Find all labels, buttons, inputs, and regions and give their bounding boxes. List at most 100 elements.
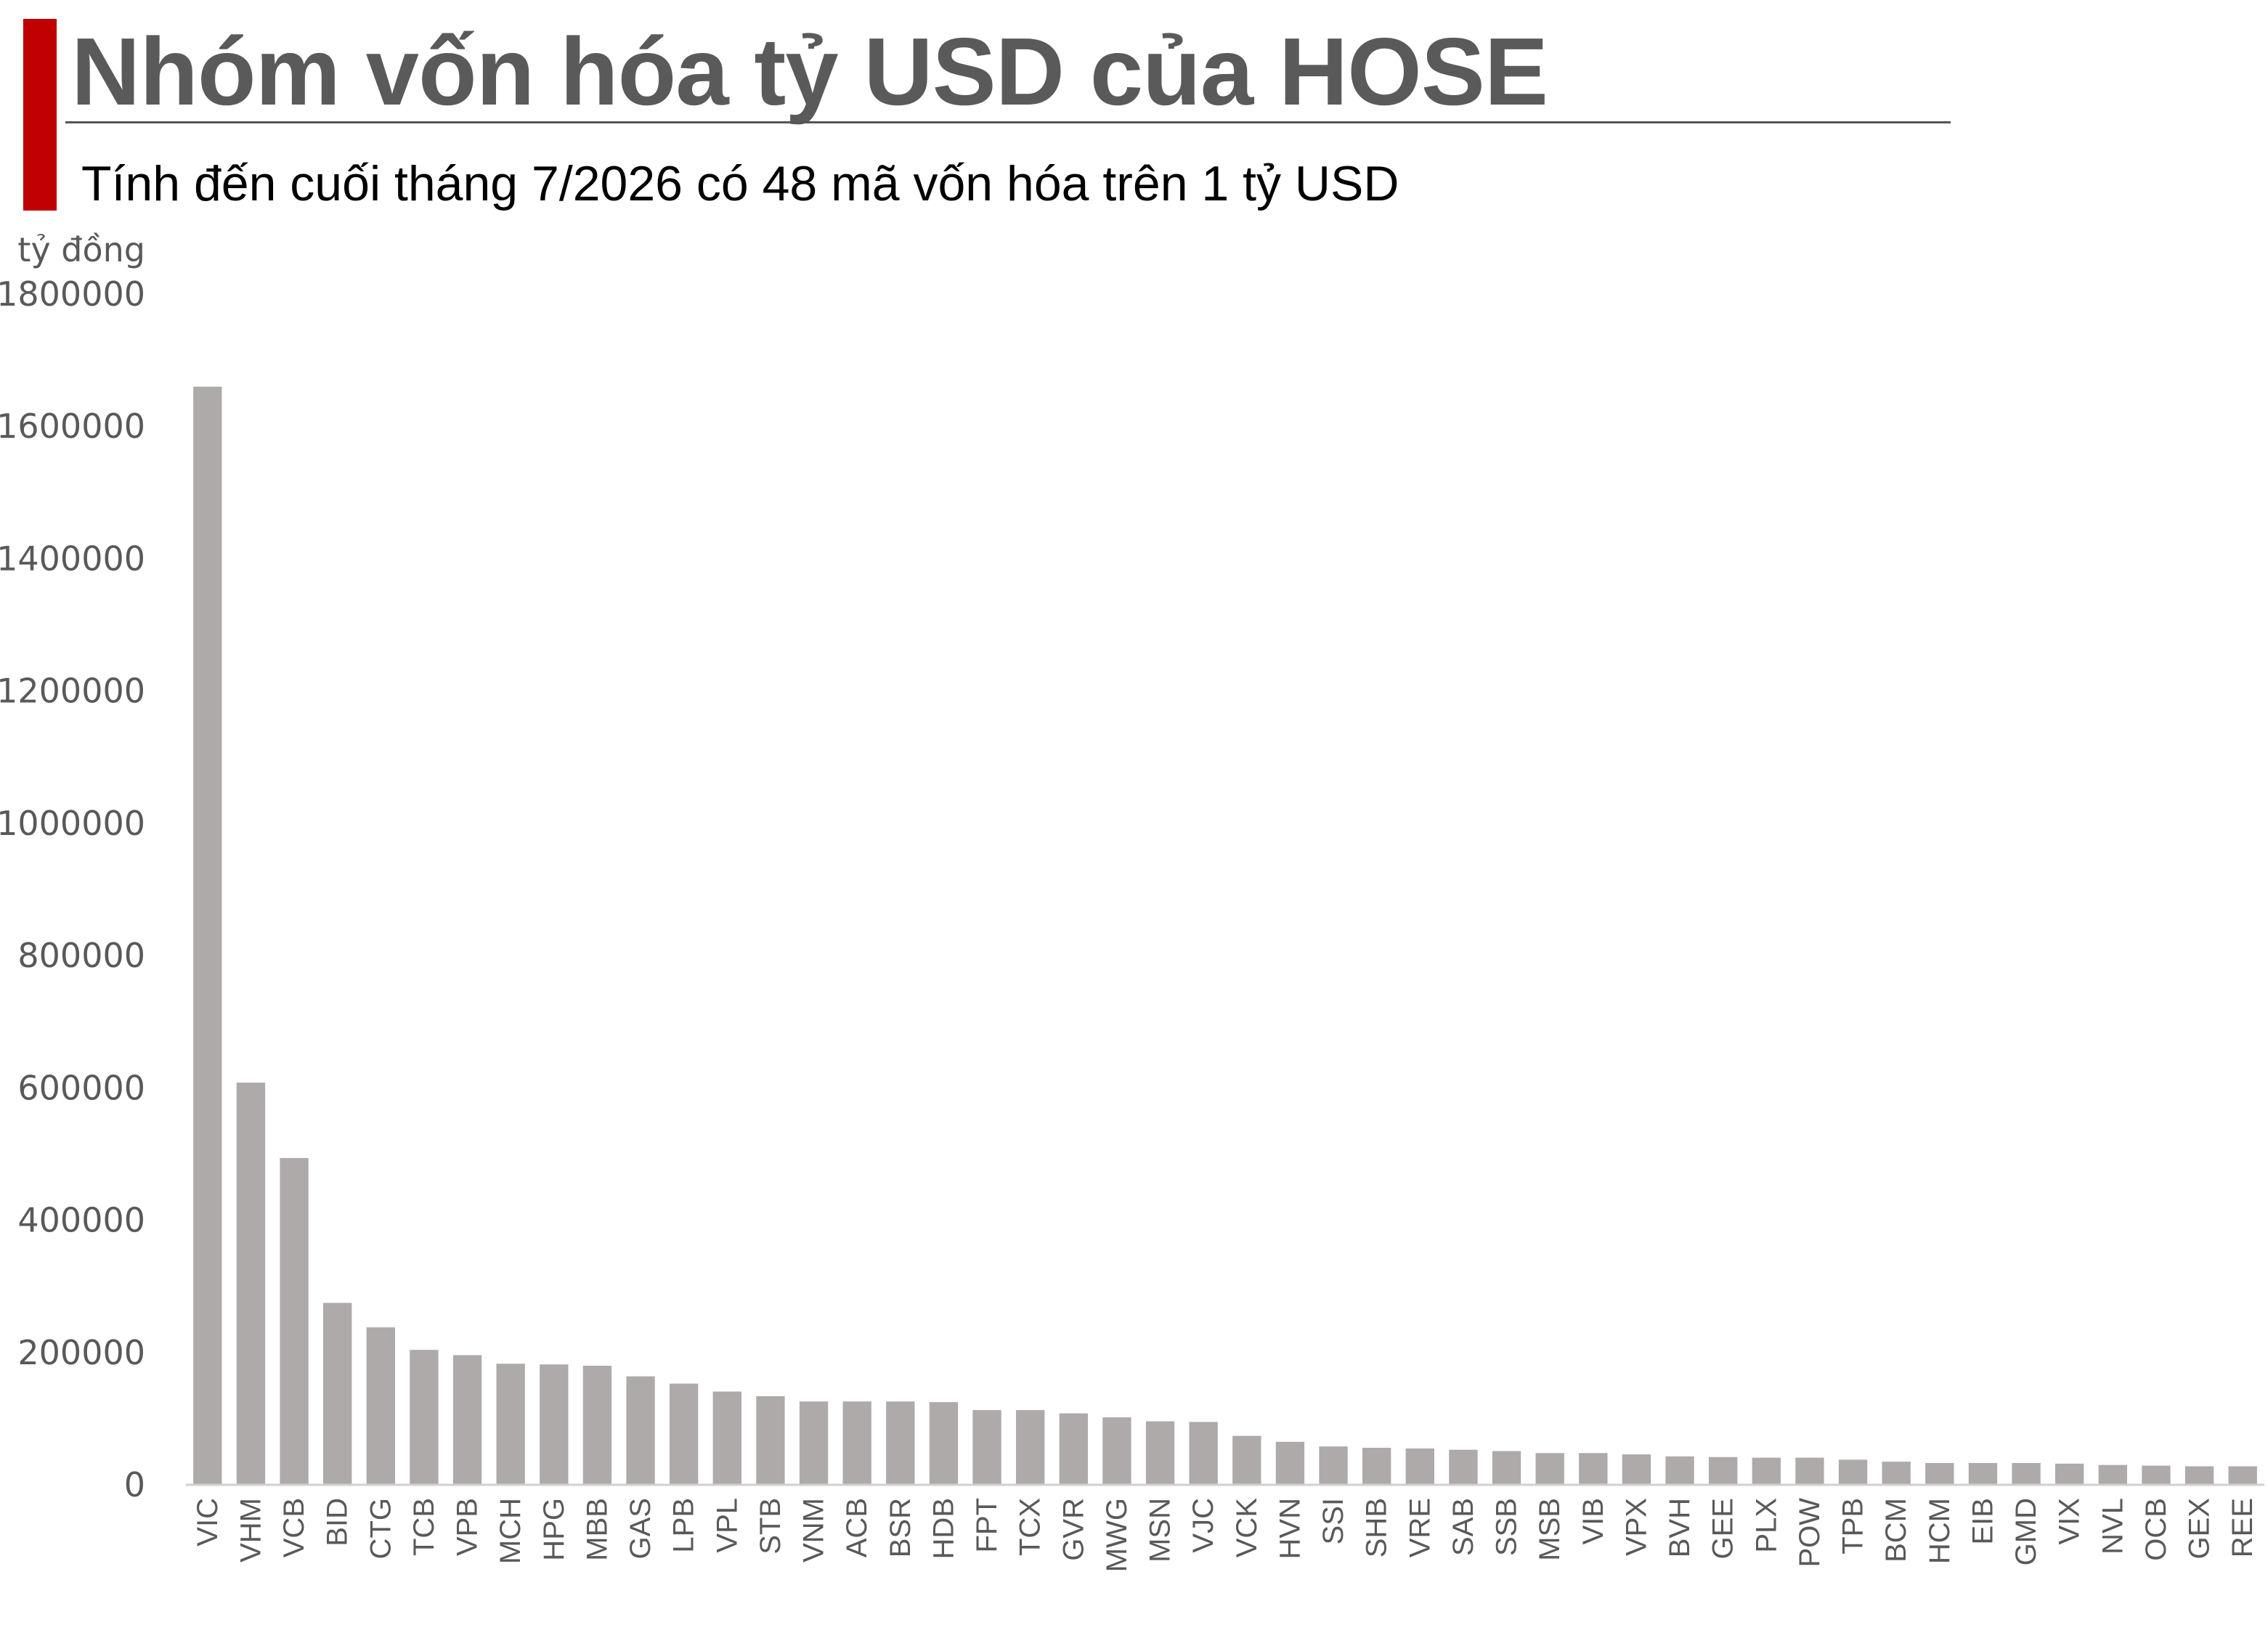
x-tick-label: VPL	[711, 1498, 743, 1553]
bar-bvh	[1665, 1456, 1694, 1485]
y-tick-label: 200000	[17, 1333, 145, 1372]
y-tick-label: 1800000	[0, 274, 145, 314]
x-tick-label: BCM	[1880, 1498, 1912, 1563]
bar-series	[193, 386, 2257, 1485]
x-axis-ticks: VIC VHM VCB BID CTG TCB VPB MCH HPG MBB GAS LPB VPL S…	[192, 1498, 2259, 1573]
x-tick-label: EIB	[1967, 1498, 1999, 1544]
x-tick-label: HDB	[927, 1498, 959, 1559]
bar-gex	[2184, 1466, 2214, 1485]
x-tick-label: CTG	[365, 1498, 397, 1559]
x-tick-label: VCB	[278, 1498, 310, 1557]
x-tick-label: VIB	[1577, 1498, 1609, 1544]
y-axis-label: tỷ đồng	[17, 230, 145, 269]
x-tick-label: TCB	[408, 1498, 440, 1556]
bar-vcb	[280, 1157, 309, 1485]
bar-gvr	[1059, 1413, 1088, 1485]
title-accent-bar	[23, 19, 57, 211]
bar-stb	[756, 1396, 785, 1485]
x-tick-label: GMD	[2010, 1498, 2042, 1565]
bar-eib	[1968, 1462, 1998, 1485]
bar-vnm	[799, 1401, 829, 1485]
bar-bcm	[1882, 1462, 1911, 1485]
x-tick-label: VCK	[1231, 1498, 1263, 1558]
x-tick-label: VIC	[192, 1498, 224, 1547]
x-tick-label: HCM	[1924, 1498, 1956, 1564]
x-tick-label: SHB	[1361, 1498, 1393, 1557]
x-tick-label: VRE	[1404, 1498, 1436, 1557]
bar-shb	[1362, 1447, 1391, 1485]
x-tick-label: MCH	[495, 1498, 527, 1564]
bar-ssb	[1492, 1451, 1521, 1485]
x-tick-label: VJC	[1187, 1498, 1219, 1553]
x-tick-label: VPB	[452, 1498, 484, 1556]
x-tick-label: SSI	[1317, 1498, 1349, 1544]
x-tick-label: SSB	[1491, 1498, 1523, 1556]
bar-vix	[2055, 1463, 2084, 1485]
y-tick-label: 1600000	[0, 407, 145, 446]
x-tick-label: FPT	[971, 1498, 1003, 1553]
x-tick-label: MBB	[581, 1498, 613, 1561]
bar-sab	[1449, 1449, 1478, 1485]
x-tick-label: NVL	[2097, 1498, 2129, 1555]
bar-mch	[496, 1364, 525, 1485]
y-tick-label: 1200000	[0, 672, 145, 711]
bar-tcx	[1016, 1410, 1045, 1485]
x-tick-label: HVN	[1274, 1498, 1306, 1559]
x-tick-label: STB	[755, 1498, 787, 1555]
bar-hdb	[929, 1402, 959, 1485]
bar-ocb	[2142, 1465, 2171, 1485]
x-tick-label: GVR	[1057, 1498, 1089, 1561]
x-tick-label: MWG	[1101, 1498, 1133, 1572]
bar-ree	[2228, 1466, 2257, 1485]
x-tick-label: MSN	[1145, 1498, 1176, 1563]
x-tick-label: VPX	[1620, 1498, 1652, 1556]
bar-lpb	[670, 1383, 699, 1485]
x-tick-label: GAS	[625, 1498, 657, 1559]
bar-msb	[1535, 1453, 1564, 1485]
bar-bid	[323, 1303, 352, 1485]
bar-tpb	[1838, 1459, 1868, 1485]
bar-vpx	[1622, 1454, 1651, 1485]
x-tick-label: PLX	[1750, 1498, 1782, 1553]
bar-vhm	[236, 1083, 266, 1485]
x-tick-label: MSB	[1534, 1498, 1566, 1561]
x-tick-label: VIX	[2054, 1498, 2086, 1544]
bar-tcb	[410, 1350, 439, 1485]
bar-gas	[626, 1376, 655, 1485]
chart-subtitle: Tính đến cuối tháng 7/2026 có 48 mã vốn …	[81, 156, 1399, 211]
title-underline	[65, 121, 1951, 123]
bar-vck	[1232, 1435, 1261, 1485]
y-tick-label: 0	[124, 1465, 145, 1504]
x-tick-label: LPB	[668, 1498, 700, 1553]
bar-mwg	[1102, 1417, 1131, 1485]
bar-vre	[1405, 1448, 1434, 1485]
bar-bsr	[886, 1401, 915, 1485]
bar-mbb	[582, 1366, 612, 1485]
x-tick-label: TCX	[1015, 1498, 1046, 1556]
bar-acb	[842, 1401, 871, 1485]
y-tick-label: 600000	[17, 1068, 145, 1107]
bar-gee	[1709, 1456, 1738, 1485]
bar-hpg	[540, 1364, 569, 1485]
x-tick-label: ACB	[841, 1498, 873, 1557]
bar-nvl	[2098, 1464, 2127, 1485]
bar-hvn	[1275, 1441, 1305, 1485]
x-tick-label: BID	[322, 1498, 354, 1547]
bar-plx	[1752, 1457, 1781, 1485]
bar-pow	[1795, 1457, 1824, 1485]
bar-ssi	[1319, 1446, 1348, 1485]
bar-gmd	[2012, 1462, 2041, 1485]
bar-vjc	[1189, 1422, 1218, 1485]
chart-title: Nhóm vốn hóa tỷ USD của HOSE	[71, 18, 1548, 125]
x-tick-label: SAB	[1447, 1498, 1479, 1556]
x-tick-label: GEE	[1707, 1498, 1739, 1559]
bar-vib	[1579, 1453, 1608, 1485]
bar-vpb	[452, 1355, 482, 1485]
y-tick-label: 1400000	[0, 539, 145, 578]
bar-msn	[1145, 1421, 1175, 1485]
x-tick-label: HPG	[538, 1498, 570, 1561]
bar-vpl	[712, 1391, 741, 1485]
bar-hcm	[1925, 1462, 1954, 1485]
x-tick-label: VHM	[235, 1498, 267, 1563]
x-tick-label: GEX	[2184, 1498, 2216, 1559]
